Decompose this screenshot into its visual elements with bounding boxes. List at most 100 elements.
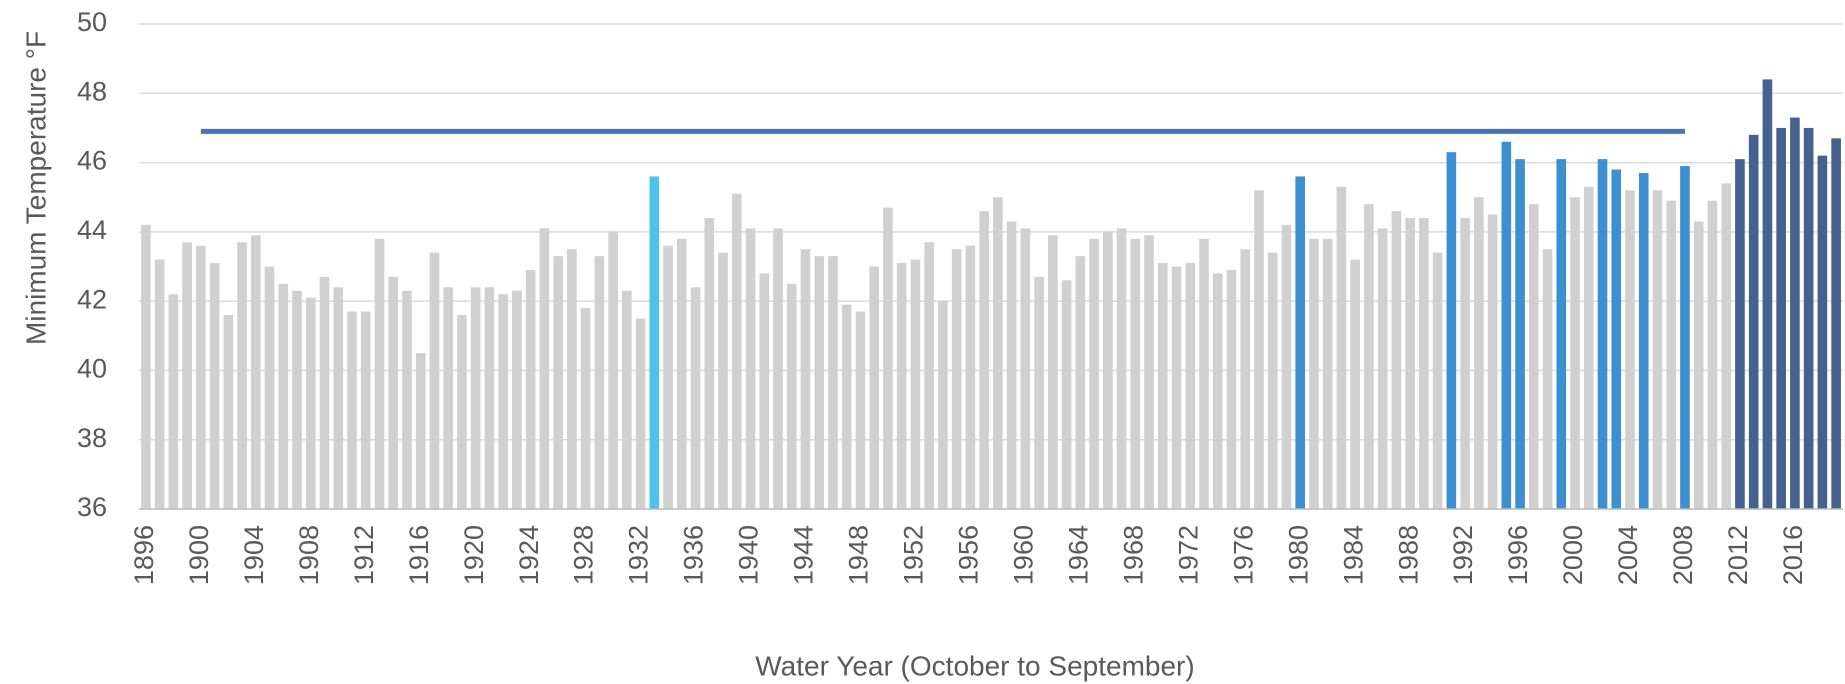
- x-tick-label: 1984: [1338, 525, 1368, 585]
- bar: [924, 242, 934, 509]
- bar: [580, 308, 591, 509]
- bar: [1803, 127, 1814, 509]
- bar: [168, 294, 179, 509]
- bar: [484, 287, 495, 509]
- bar: [649, 176, 660, 509]
- bar: [731, 193, 742, 509]
- bar: [1570, 197, 1580, 509]
- bar: [1336, 186, 1347, 510]
- bar: [594, 256, 605, 509]
- x-tick-label: 1960: [1008, 525, 1038, 585]
- x-tick-label: 1972: [1173, 525, 1203, 585]
- bar: [360, 311, 371, 509]
- bar: [1212, 273, 1223, 509]
- x-tick-label: 1904: [239, 525, 269, 585]
- x-tick-label: 1916: [404, 525, 434, 585]
- bar: [1281, 224, 1292, 509]
- bar: [374, 238, 385, 510]
- bar: [1130, 238, 1141, 510]
- bar: [1034, 276, 1044, 509]
- x-tick-label: 1920: [459, 525, 489, 585]
- bar: [1583, 186, 1594, 510]
- bar: [154, 259, 165, 509]
- bar: [1474, 197, 1484, 509]
- x-tick-label: 1936: [679, 525, 709, 585]
- x-tick-label: 1988: [1393, 525, 1423, 585]
- x-tick-label: 1912: [349, 525, 379, 585]
- bar: [883, 207, 893, 509]
- y-tick-label: 40: [77, 354, 107, 384]
- x-tick-label: 1956: [954, 525, 984, 585]
- bar: [814, 256, 825, 509]
- bar: [622, 290, 632, 509]
- y-tick-label: 36: [77, 492, 107, 522]
- bar: [1295, 176, 1306, 509]
- bar: [525, 269, 536, 509]
- bar: [443, 287, 454, 509]
- bar: [704, 218, 715, 509]
- bar: [1391, 211, 1402, 510]
- bar: [237, 242, 247, 509]
- bar: [1638, 172, 1649, 509]
- x-tick-label: 1928: [569, 525, 599, 585]
- x-tick-label: 1932: [624, 525, 654, 585]
- bar: [1652, 190, 1663, 510]
- bar: [209, 263, 220, 509]
- bar: [415, 353, 426, 509]
- bar: [457, 315, 467, 509]
- bar: [553, 256, 563, 509]
- bar: [828, 256, 838, 509]
- bar: [319, 276, 330, 509]
- bar: [1487, 214, 1498, 510]
- x-tick-label: 1948: [844, 525, 874, 585]
- bar: [1075, 256, 1086, 509]
- bar: [1144, 235, 1154, 510]
- bar: [388, 276, 399, 509]
- bar: [1405, 218, 1415, 509]
- bar: [759, 273, 770, 509]
- x-tick-label: 1952: [899, 525, 929, 585]
- bar: [979, 211, 989, 510]
- x-tick-label: 1964: [1063, 525, 1093, 585]
- bar: [470, 287, 481, 509]
- bar: [938, 301, 948, 509]
- bar: [278, 283, 289, 509]
- bar: [1625, 190, 1635, 510]
- bar: [292, 290, 302, 509]
- bar: [1089, 238, 1099, 510]
- bar: [1048, 235, 1058, 510]
- bar: [1748, 134, 1759, 509]
- y-tick-label: 48: [77, 76, 107, 106]
- x-tick-label: 1908: [294, 525, 324, 585]
- bar: [855, 311, 866, 509]
- bar: [182, 242, 192, 509]
- bar: [1707, 200, 1718, 509]
- x-tick-label: 2008: [1668, 525, 1698, 585]
- bar: [1350, 259, 1360, 509]
- x-tick-label: 1900: [184, 525, 214, 585]
- x-tick-label: 1924: [514, 525, 544, 585]
- bar: [896, 263, 907, 509]
- bar: [1831, 138, 1841, 510]
- bar: [402, 290, 412, 509]
- bar: [800, 249, 811, 509]
- bar: [663, 245, 673, 509]
- x-axis-title: Water Year (October to September): [755, 650, 1194, 681]
- bar: [1515, 159, 1525, 509]
- bar: [1556, 159, 1567, 509]
- bar: [773, 228, 783, 509]
- y-tick-label: 38: [77, 423, 107, 453]
- bar: [869, 266, 880, 509]
- bar: [786, 283, 797, 509]
- bar: [1597, 159, 1608, 509]
- y-tick-label: 46: [77, 146, 107, 176]
- x-tick-label: 2000: [1558, 525, 1588, 585]
- y-tick-label: 42: [77, 284, 107, 314]
- bar: [1611, 169, 1622, 509]
- bar: [196, 245, 206, 509]
- bar: [1322, 238, 1333, 510]
- x-tick-label: 2004: [1613, 525, 1643, 585]
- bar: [1817, 155, 1828, 509]
- bar: [1735, 159, 1745, 509]
